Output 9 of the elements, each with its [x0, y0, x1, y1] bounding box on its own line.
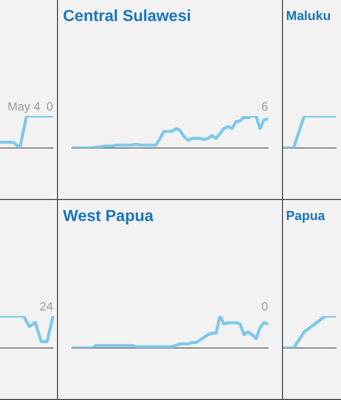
text: May 4: [8, 99, 41, 114]
chart-title: Papua: [286, 208, 326, 223]
text: 0: [46, 99, 54, 114]
text: 24: [40, 299, 54, 314]
chart-title: West Papua: [63, 208, 154, 226]
chart-title: Maluku: [286, 8, 331, 23]
text: 0: [261, 299, 268, 314]
text: 6: [261, 99, 268, 114]
chart-title: Central Sulawesi: [63, 8, 192, 26]
